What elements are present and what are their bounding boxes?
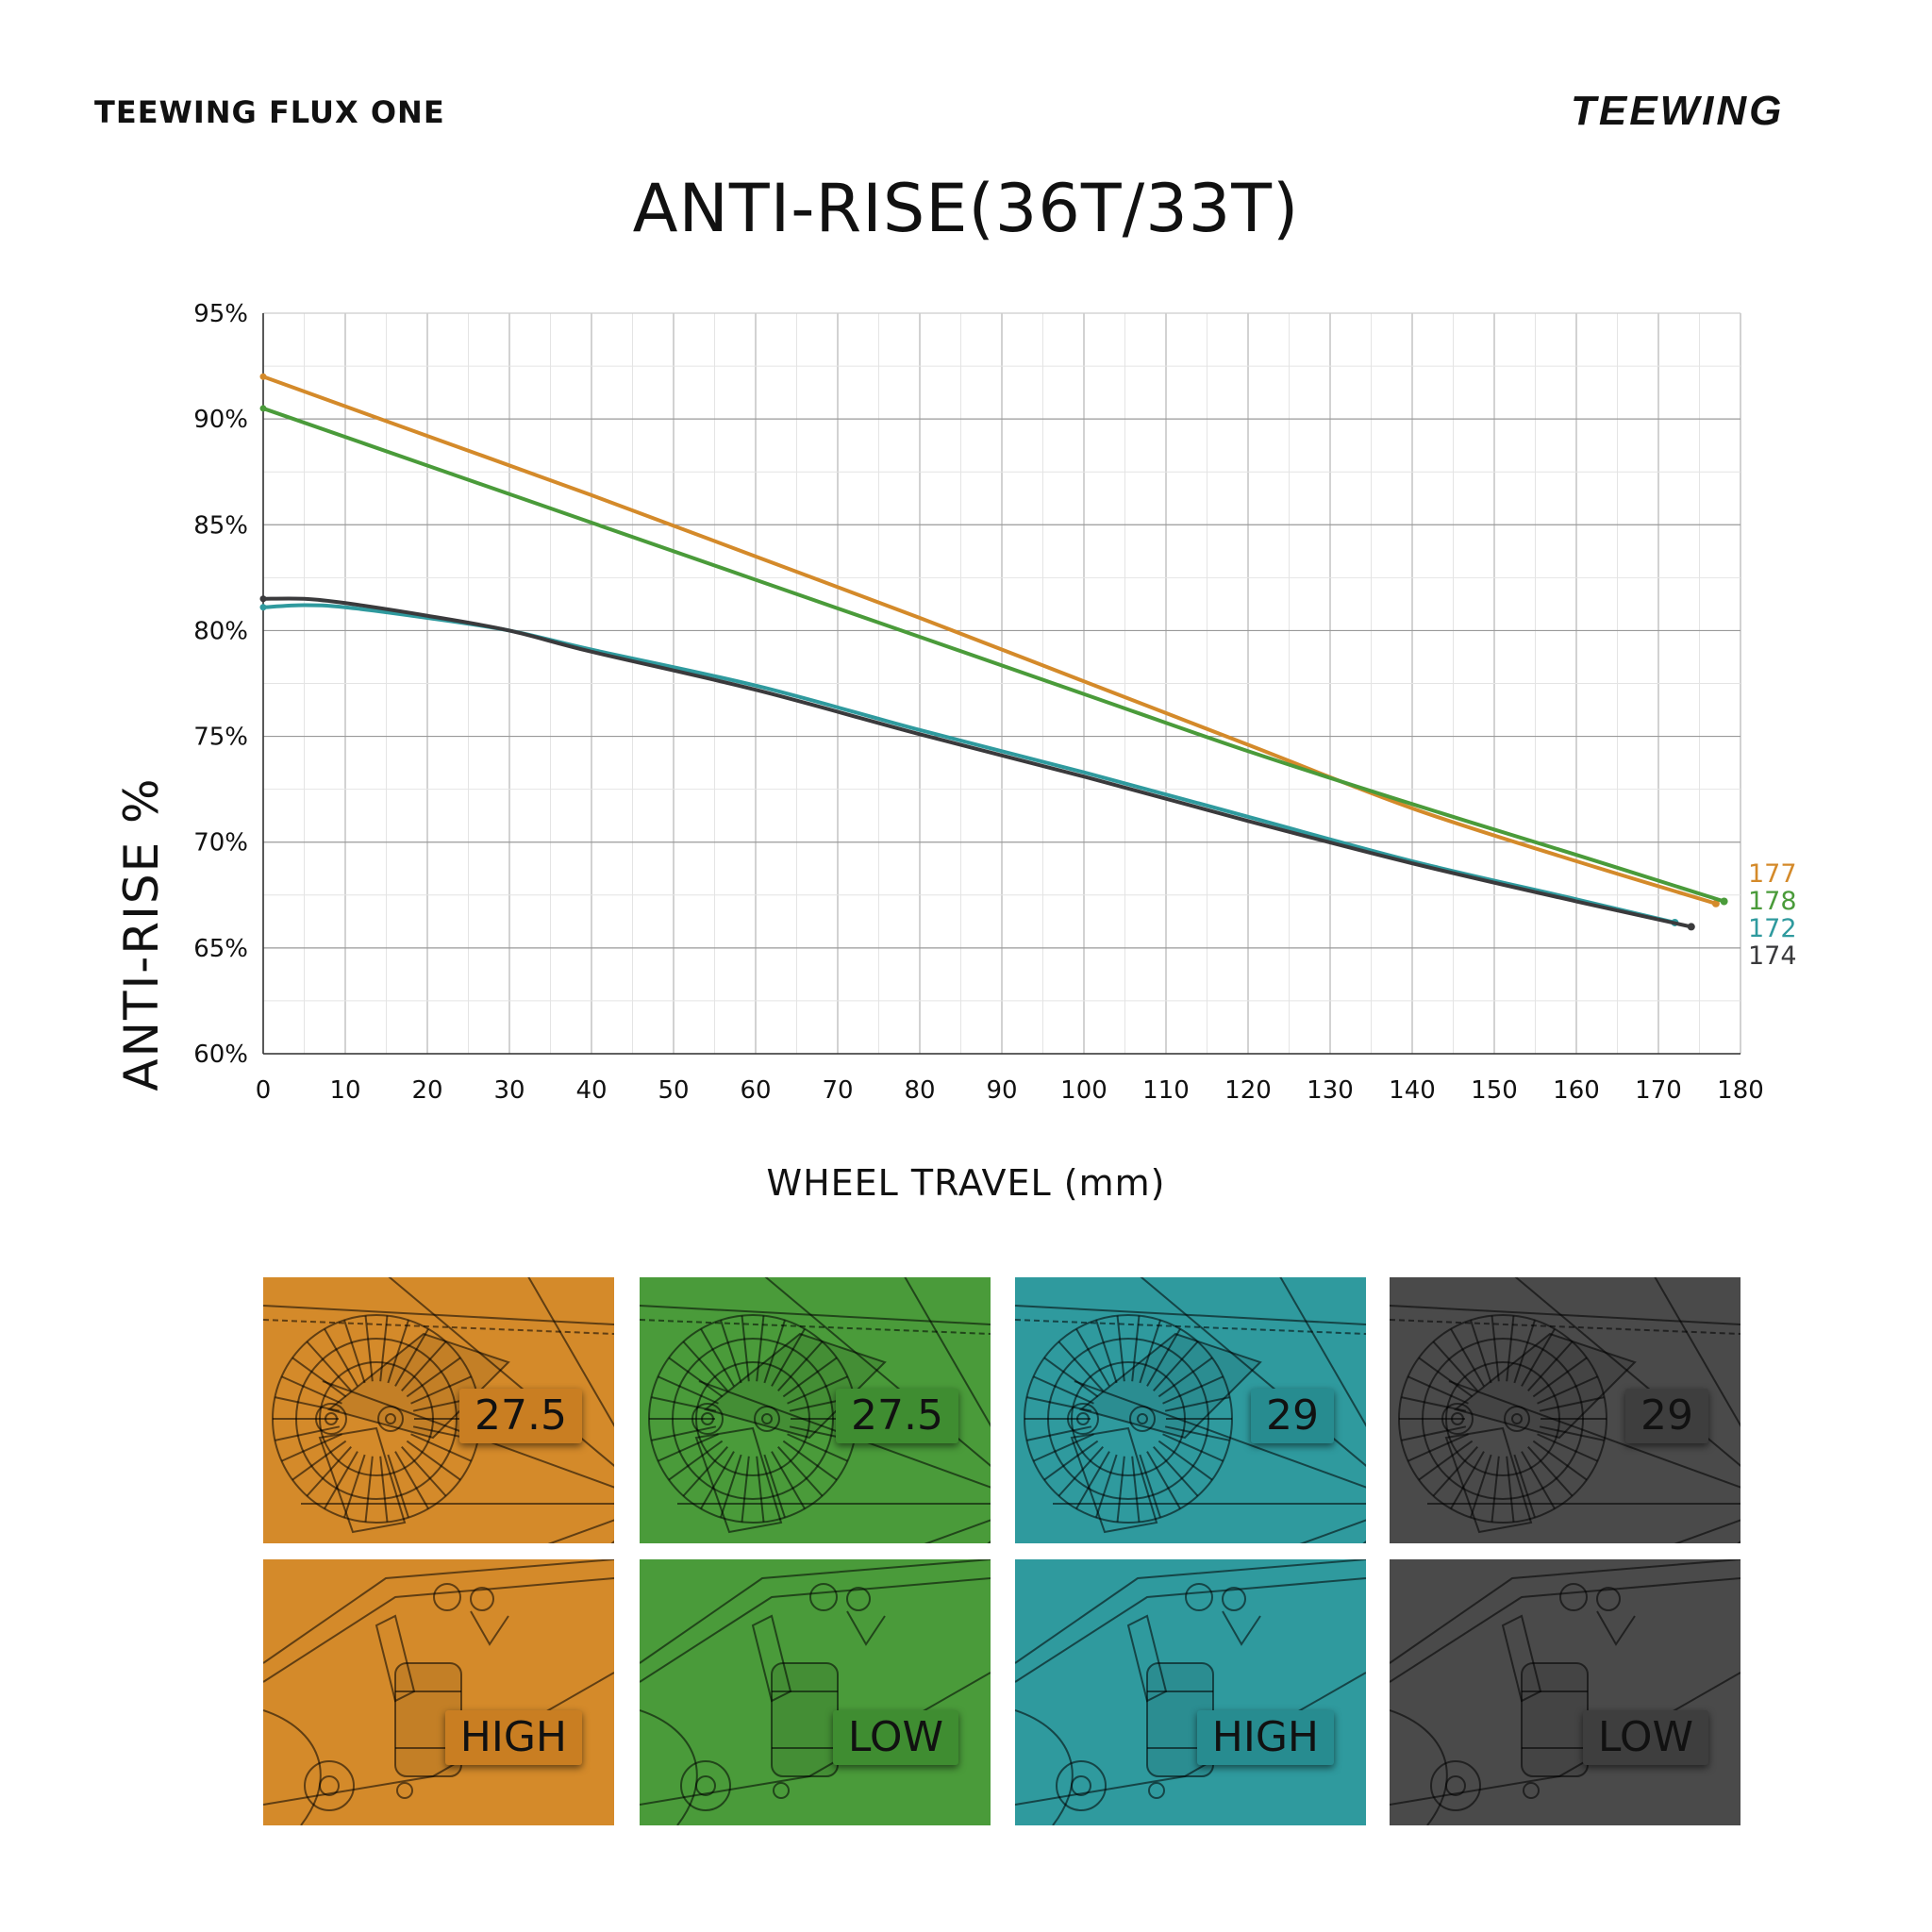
x-tick-label: 150 <box>1471 1076 1518 1105</box>
x-tick-label: 120 <box>1224 1076 1272 1105</box>
y-tick-label: 80% <box>193 617 248 645</box>
x-tick-label: 50 <box>658 1076 689 1105</box>
series-start-point-177 <box>259 373 267 380</box>
wheel-size-tile: 27.5 <box>640 1277 991 1543</box>
rear-dropout-illustration <box>1390 1277 1740 1543</box>
x-tick-label: 160 <box>1553 1076 1600 1105</box>
rear-dropout-illustration <box>640 1277 991 1543</box>
shock-linkage-illustration <box>640 1559 991 1825</box>
wheel-size-label: 27.5 <box>459 1389 582 1443</box>
flip-chip-tile: HIGH <box>1015 1559 1366 1825</box>
wheel-size-label: 27.5 <box>836 1389 958 1443</box>
series-end-label-178: 178 <box>1748 887 1797 916</box>
x-tick-label: 10 <box>329 1076 360 1105</box>
y-tick-label: 65% <box>193 935 248 963</box>
series-line-174 <box>261 596 1693 929</box>
shock-linkage-illustration <box>1390 1559 1740 1825</box>
wheel-size-tile: 29 <box>1015 1277 1366 1543</box>
series-start-point-178 <box>259 405 267 412</box>
x-tick-label: 130 <box>1307 1076 1354 1105</box>
x-tick-label: 110 <box>1142 1076 1190 1105</box>
chart-title: ANTI-RISE(36T/33T) <box>632 170 1300 247</box>
rear-dropout-illustration <box>263 1277 614 1543</box>
series-end-label-174: 174 <box>1748 941 1797 971</box>
shock-linkage-illustration <box>1015 1559 1366 1825</box>
series-line-177 <box>261 375 1718 906</box>
x-tick-label: 90 <box>986 1076 1017 1105</box>
series-end-point-178 <box>1720 897 1728 906</box>
flip-chip-tile: HIGH <box>263 1559 614 1825</box>
y-tick-label: 70% <box>193 829 248 858</box>
y-axis-label: ANTI-RISE % <box>114 776 169 1091</box>
anti-rise-chart: 0 10 20 30 40 50 60 70 80 90 100 110 120 130 140 150 160… <box>193 300 1797 1105</box>
y-tick-label: 75% <box>193 724 248 752</box>
wheel-size-tile: 27.5 <box>263 1277 614 1543</box>
x-tick-label: 40 <box>575 1076 607 1105</box>
x-tick-label: 60 <box>740 1076 771 1105</box>
series-start-point-172 <box>259 604 267 611</box>
x-tick-label: 170 <box>1635 1076 1682 1105</box>
x-tick-label: 70 <box>822 1076 853 1105</box>
x-tick-label: 0 <box>256 1076 272 1105</box>
flip-chip-position-label: LOW <box>1582 1710 1708 1765</box>
model-name: TEEWING FLUX ONE <box>94 94 445 130</box>
series-line-178 <box>261 406 1726 904</box>
x-tick-label: 140 <box>1389 1076 1436 1105</box>
y-tick-label: 95% <box>193 300 248 328</box>
y-tick-label: 60% <box>193 1041 248 1069</box>
shock-linkage-illustration <box>263 1559 614 1825</box>
flip-chip-tile: LOW <box>1390 1559 1740 1825</box>
x-tick-label: 180 <box>1717 1076 1764 1105</box>
series-end-label-172: 172 <box>1748 914 1797 943</box>
x-axis-label: WHEEL TRAVEL (mm) <box>766 1162 1166 1204</box>
series-end-point-174 <box>1687 923 1695 931</box>
x-tick-label: 30 <box>493 1076 525 1105</box>
wheel-size-label: 29 <box>1251 1389 1334 1443</box>
wheel-size-tile: 29 <box>1390 1277 1740 1543</box>
x-tick-label: 20 <box>411 1076 442 1105</box>
y-tick-label: 90% <box>193 406 248 434</box>
flip-chip-tile: LOW <box>640 1559 991 1825</box>
teewing-logo: TEEWING <box>1571 88 1784 132</box>
rear-dropout-illustration <box>1015 1277 1366 1543</box>
x-tick-label: 80 <box>904 1076 935 1105</box>
flip-chip-position-label: HIGH <box>1196 1710 1334 1765</box>
series-end-label-177: 177 <box>1748 859 1797 889</box>
x-tick-label: 100 <box>1060 1076 1108 1105</box>
flip-chip-position-label: HIGH <box>444 1710 582 1765</box>
series-end-point-177 <box>1711 899 1720 908</box>
wheel-size-label: 29 <box>1625 1389 1708 1443</box>
flip-chip-position-label: LOW <box>832 1710 958 1765</box>
logo-text: TEEWING <box>1571 88 1784 132</box>
series-start-point-174 <box>259 595 267 603</box>
y-tick-label: 85% <box>193 511 248 540</box>
series-line-172 <box>261 603 1677 924</box>
